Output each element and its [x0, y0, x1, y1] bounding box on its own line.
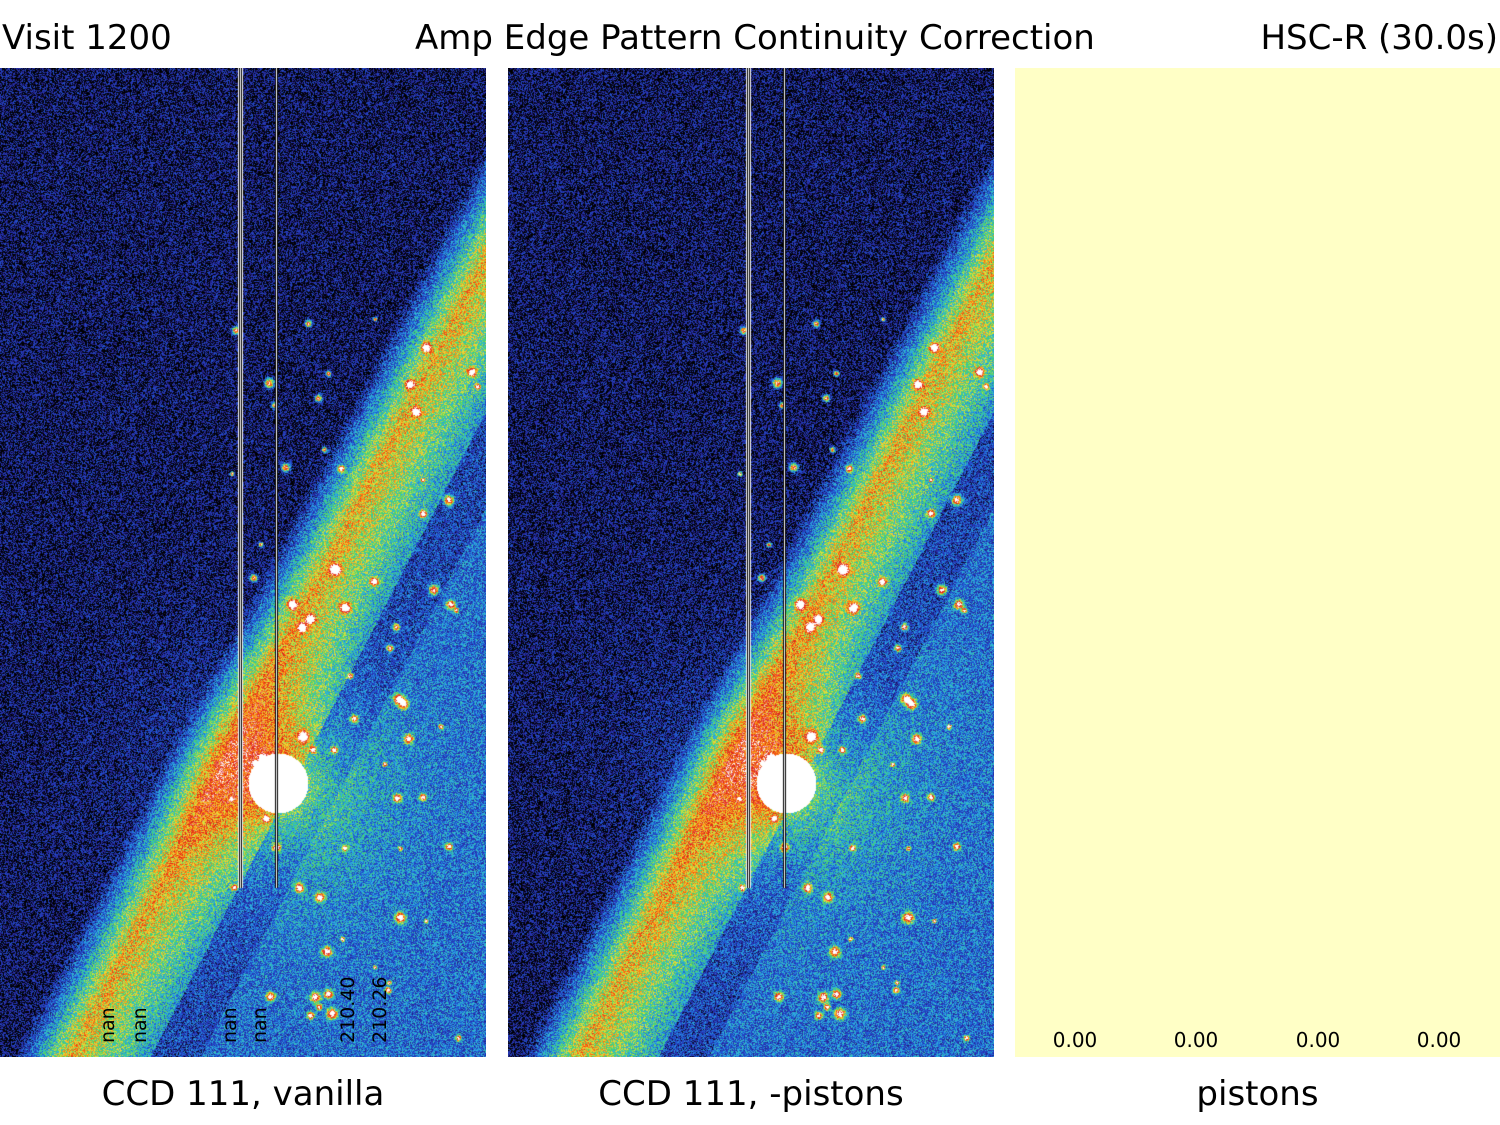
piston-value-3: 0.00 — [1295, 1028, 1341, 1052]
pistons-panel: 0.00 0.00 0.00 0.00 — [1015, 68, 1500, 1057]
amp-label-3: nan — [219, 1007, 241, 1043]
figure-title: Amp Edge Pattern Continuity Correction — [415, 18, 1095, 58]
amp-label-6: 210.26 — [369, 976, 391, 1043]
piston-value-1: 0.00 — [1052, 1028, 1098, 1052]
ccd-image-vanilla: nan nan nan nan 210.40 210.26 — [0, 68, 486, 1057]
piston-value-2: 0.00 — [1173, 1028, 1219, 1052]
amp-label-2: nan — [129, 1007, 151, 1043]
piston-value-4: 0.00 — [1416, 1028, 1462, 1052]
amp-label-5: 210.40 — [337, 976, 359, 1043]
caption-pistons: pistons — [1196, 1074, 1319, 1114]
amp-label-1: nan — [97, 1007, 119, 1043]
caption-vanilla: CCD 111, vanilla — [101, 1074, 385, 1114]
caption-minus-pistons: CCD 111, -pistons — [598, 1074, 904, 1114]
visit-label: Visit 1200 — [2, 18, 172, 58]
ccd-image-minus-pistons-canvas — [508, 68, 994, 1057]
amp-label-4: nan — [249, 1007, 271, 1043]
ccd-image-vanilla-canvas — [0, 68, 486, 1057]
ccd-image-minus-pistons — [508, 68, 994, 1057]
filter-exposure-label: HSC-R (30.0s) — [1260, 18, 1498, 58]
